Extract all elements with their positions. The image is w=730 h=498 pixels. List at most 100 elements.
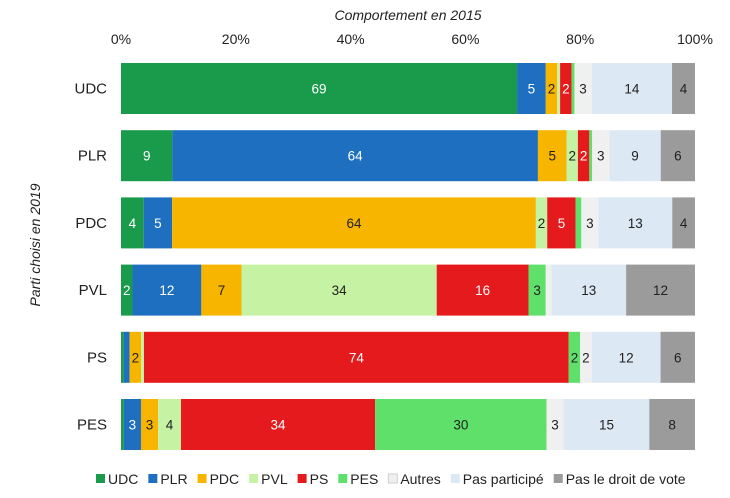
legend-swatch	[249, 474, 259, 483]
bar-segment	[123, 399, 141, 450]
data-label: 13	[581, 283, 596, 298]
bar-segment	[660, 130, 695, 182]
data-label: 4	[680, 82, 688, 97]
bar-segment	[568, 331, 581, 383]
legend-label: PS	[310, 471, 329, 487]
category-label: PLR	[78, 148, 107, 165]
legend-swatch	[297, 474, 307, 483]
bar-segment	[609, 130, 661, 182]
data-label: 9	[143, 149, 151, 164]
bar-segment	[375, 399, 547, 450]
bar-segment	[436, 264, 529, 316]
bar-segment	[589, 130, 593, 182]
data-label: 6	[674, 149, 682, 164]
category-label: PDC	[75, 215, 107, 232]
bar-segment	[201, 264, 242, 316]
legend-label: PVL	[261, 471, 288, 487]
x-tick-label: 100%	[677, 31, 713, 47]
bar-segment	[143, 331, 569, 383]
category-labels: UDC PLR PDC PVL PS PES	[75, 81, 108, 434]
bar-segment	[575, 197, 582, 249]
bar-segment	[672, 63, 695, 114]
bar-segment	[545, 264, 552, 316]
data-label: 12	[159, 283, 174, 298]
legend-swatch	[553, 474, 563, 483]
x-tick-label: 40%	[337, 31, 365, 47]
data-label: 2	[582, 350, 590, 365]
data-label: 4	[129, 216, 137, 231]
data-label: 34	[332, 283, 348, 298]
bar-segment	[563, 399, 650, 450]
legend-swatch	[450, 474, 460, 483]
legend-label: UDC	[108, 471, 138, 487]
bar-segment	[140, 399, 159, 450]
bar-segment	[660, 331, 695, 383]
data-label: 2	[132, 350, 140, 365]
bar-segment	[517, 63, 546, 114]
data-label: 30	[453, 418, 468, 433]
data-label: 15	[599, 418, 614, 433]
data-label: 7	[218, 283, 226, 298]
bar-segment	[649, 399, 695, 450]
bar-segment	[129, 331, 142, 383]
bar-segment	[121, 399, 124, 450]
data-label: 2	[568, 149, 576, 164]
bar-segment	[566, 130, 578, 182]
legend-label: Pas participé	[463, 471, 544, 487]
bar-segment	[123, 331, 130, 383]
data-label: 13	[628, 216, 643, 231]
bar-segment	[537, 130, 567, 182]
bar-segment	[580, 331, 592, 383]
data-label: 5	[558, 216, 566, 231]
data-label: 5	[528, 82, 536, 97]
data-label: 3	[579, 82, 587, 97]
bar-segment	[592, 130, 610, 182]
bar-segment	[121, 130, 173, 182]
category-label: PVL	[79, 282, 107, 299]
data-label: 3	[146, 418, 154, 433]
bar-segment	[141, 331, 144, 383]
bar-segment	[574, 63, 592, 114]
data-label: 5	[154, 216, 162, 231]
bar-segment	[598, 197, 673, 249]
data-label: 3	[586, 216, 594, 231]
bar-segment	[535, 197, 548, 249]
data-label: 2	[538, 216, 546, 231]
legend-label: PDC	[210, 471, 240, 487]
legend-swatch	[338, 474, 348, 483]
bar-segment	[571, 63, 575, 114]
bar-segment	[241, 264, 437, 316]
data-label: 14	[624, 82, 640, 97]
data-label: 34	[271, 418, 287, 433]
legend: UDC PLR PDC PVL PS PES Autres Pas participé Pas …	[96, 471, 686, 487]
legend-swatch	[197, 474, 207, 483]
x-tick-label: 80%	[566, 31, 594, 47]
data-label: 3	[129, 418, 137, 433]
legend-swatch	[148, 474, 158, 483]
data-label: 8	[668, 418, 676, 433]
data-label: 3	[551, 418, 559, 433]
x-axis-title: Comportement en 2015	[334, 7, 481, 23]
bar-segment	[121, 264, 133, 316]
data-label: 2	[580, 149, 588, 164]
legend-swatch	[96, 474, 105, 483]
data-label: 4	[680, 216, 688, 231]
data-label: 74	[349, 350, 365, 365]
data-label: 3	[533, 283, 541, 298]
bar-segment	[132, 264, 202, 316]
data-label: 4	[166, 418, 174, 433]
data-label: 9	[631, 149, 639, 164]
data-label: 2	[123, 283, 131, 298]
data-label: 2	[562, 82, 570, 97]
data-label: 3	[597, 149, 605, 164]
bar-segment	[551, 264, 627, 316]
category-label: PS	[87, 349, 107, 366]
bar-segment	[121, 331, 124, 383]
bars	[121, 63, 695, 450]
x-tick-label: 60%	[451, 31, 479, 47]
category-label: PES	[77, 417, 107, 434]
data-label: 5	[548, 149, 556, 164]
bar-segment	[172, 130, 538, 182]
data-label: 64	[348, 149, 364, 164]
